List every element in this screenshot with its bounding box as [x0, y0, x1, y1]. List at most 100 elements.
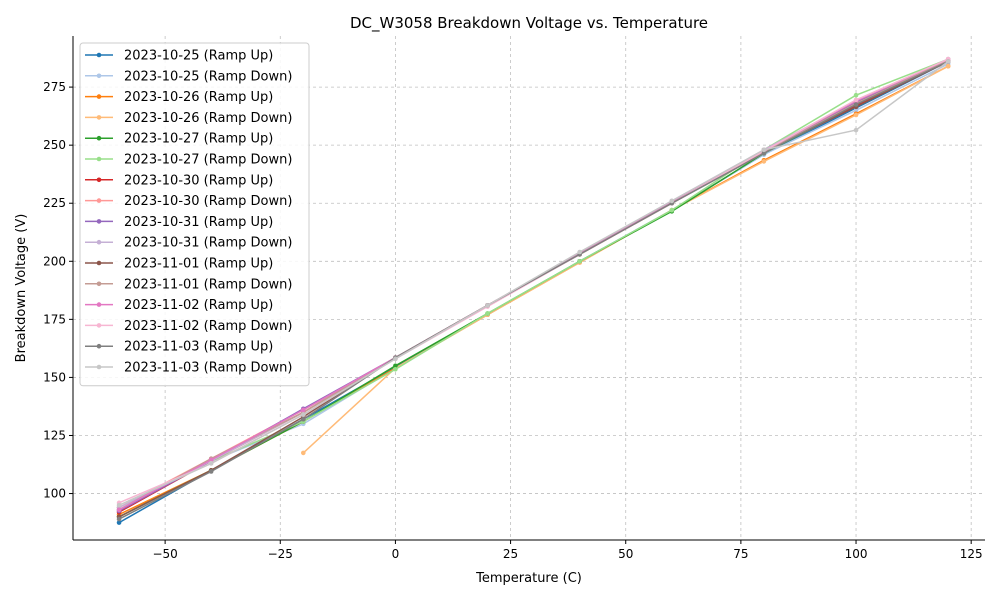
legend-label: 2023-11-01 (Ramp Up)	[124, 257, 273, 272]
data-point	[945, 63, 951, 69]
data-point	[853, 108, 859, 113]
ticks: −50 −25 0 25 50 75 100 125 100 125 150 175 200 225 250…	[43, 80, 983, 561]
legend-item: 2023-11-01 (Ramp Down)	[85, 277, 292, 292]
legend-box	[79, 42, 310, 387]
legend-swatch-marker	[96, 219, 102, 224]
x-tick-label: 25	[503, 547, 518, 561]
legend-label: 2023-11-02 (Ramp Down)	[124, 319, 292, 334]
data-point	[485, 311, 490, 316]
legend-item: 2023-10-25 (Ramp Up)	[85, 49, 273, 64]
data-point	[116, 516, 122, 522]
legend-item: 2023-10-26 (Ramp Down)	[85, 111, 292, 126]
data-point	[208, 469, 214, 474]
y-tick-label: 275	[43, 80, 66, 94]
axes	[72, 36, 985, 541]
legend-swatch-marker	[96, 115, 102, 120]
x-tick-label: −50	[152, 547, 177, 561]
data-point	[577, 258, 582, 264]
legend-item: 2023-10-31 (Ramp Up)	[85, 215, 273, 230]
legend-item: 2023-11-01 (Ramp Up)	[85, 257, 273, 272]
legend-label: 2023-10-30 (Ramp Up)	[124, 173, 273, 188]
x-axis-label: Temperature (C)	[475, 571, 582, 586]
legend-swatch-marker	[96, 302, 102, 307]
data-point	[761, 147, 767, 153]
legend-swatch-marker	[96, 343, 102, 349]
data-point	[853, 112, 859, 118]
legend-label: 2023-10-26 (Ramp Up)	[124, 90, 273, 105]
x-tick-label: 125	[960, 547, 983, 561]
data-point	[301, 450, 306, 456]
legend-label: 2023-10-30 (Ramp Down)	[124, 194, 292, 209]
data-point	[208, 461, 214, 466]
legend-label: 2023-11-02 (Ramp Up)	[124, 298, 273, 313]
legend-swatch-marker	[96, 52, 102, 58]
y-tick-label: 100	[43, 487, 66, 501]
data-point	[301, 407, 306, 413]
legend-item: 2023-11-03 (Ramp Down)	[85, 361, 292, 376]
series-16	[116, 59, 951, 508]
y-axis-label: Breakdown Voltage (V)	[14, 214, 29, 363]
data-point	[301, 412, 306, 417]
legend-label: 2023-10-31 (Ramp Down)	[124, 236, 292, 251]
y-tick-label: 150	[43, 370, 66, 384]
legend-label: 2023-10-26 (Ramp Down)	[124, 111, 292, 126]
legend-swatch-marker	[96, 94, 102, 99]
x-tick-label: −25	[268, 547, 293, 561]
legend-swatch-marker	[96, 177, 102, 183]
legend-label: 2023-10-27 (Ramp Down)	[124, 153, 292, 168]
y-tick-label: 175	[43, 312, 66, 326]
legend-swatch-marker	[96, 364, 102, 370]
y-tick-label: 225	[43, 196, 66, 210]
chart-title: DC_W3058 Breakdown Voltage vs. Temperatu…	[350, 14, 708, 33]
legend-item: 2023-11-03 (Ramp Up)	[85, 340, 273, 355]
data-point	[761, 150, 767, 156]
legend-item: 2023-10-26 (Ramp Up)	[85, 90, 273, 105]
data-point	[761, 159, 767, 164]
data-point	[853, 127, 859, 133]
data-point	[393, 366, 398, 372]
data-point	[116, 502, 122, 508]
data-point	[301, 416, 306, 422]
x-tick-label: 100	[845, 547, 868, 561]
y-tick-label: 250	[43, 138, 66, 152]
legend-label: 2023-11-03 (Ramp Down)	[124, 361, 292, 376]
legend-swatch-marker	[96, 73, 102, 79]
legend-item: 2023-11-02 (Ramp Up)	[85, 298, 273, 313]
legend-label: 2023-10-31 (Ramp Up)	[124, 215, 273, 230]
data-point	[669, 198, 675, 204]
y-tick-label: 125	[43, 428, 66, 442]
legend-label: 2023-11-03 (Ramp Up)	[124, 340, 273, 355]
data-point	[853, 92, 859, 98]
legend-swatch-marker	[96, 281, 102, 287]
series-layer	[116, 56, 951, 525]
data-point	[669, 207, 675, 213]
legend: 2023-10-25 (Ramp Up) 2023-10-25 (Ramp Dow…	[79, 42, 310, 387]
legend-item: 2023-10-30 (Ramp Down)	[85, 194, 292, 209]
y-tick-label: 200	[43, 254, 66, 268]
x-tick-label: 50	[618, 547, 633, 561]
data-point	[485, 303, 490, 308]
x-tick-label: 75	[733, 547, 748, 561]
legend-item: 2023-10-30 (Ramp Up)	[85, 173, 273, 188]
legend-item: 2023-10-25 (Ramp Down)	[85, 69, 292, 84]
legend-swatch-marker	[96, 156, 102, 162]
series-line	[118, 60, 949, 506]
legend-item: 2023-10-27 (Ramp Down)	[85, 153, 292, 168]
data-point	[393, 356, 398, 362]
data-point	[853, 102, 859, 107]
legend-swatch-marker	[96, 135, 102, 141]
legend-item: 2023-10-31 (Ramp Down)	[85, 236, 292, 251]
data-point	[116, 520, 122, 525]
data-point	[945, 59, 951, 64]
legend-item: 2023-11-02 (Ramp Down)	[85, 319, 292, 334]
legend-label: 2023-10-27 (Ramp Up)	[124, 132, 273, 147]
data-point	[577, 249, 582, 255]
series-line	[118, 58, 949, 509]
legend-label: 2023-10-25 (Ramp Up)	[124, 49, 273, 64]
data-point	[393, 363, 398, 369]
x-tick-label: 0	[392, 547, 400, 561]
data-point	[208, 457, 214, 463]
series-line	[118, 60, 949, 520]
